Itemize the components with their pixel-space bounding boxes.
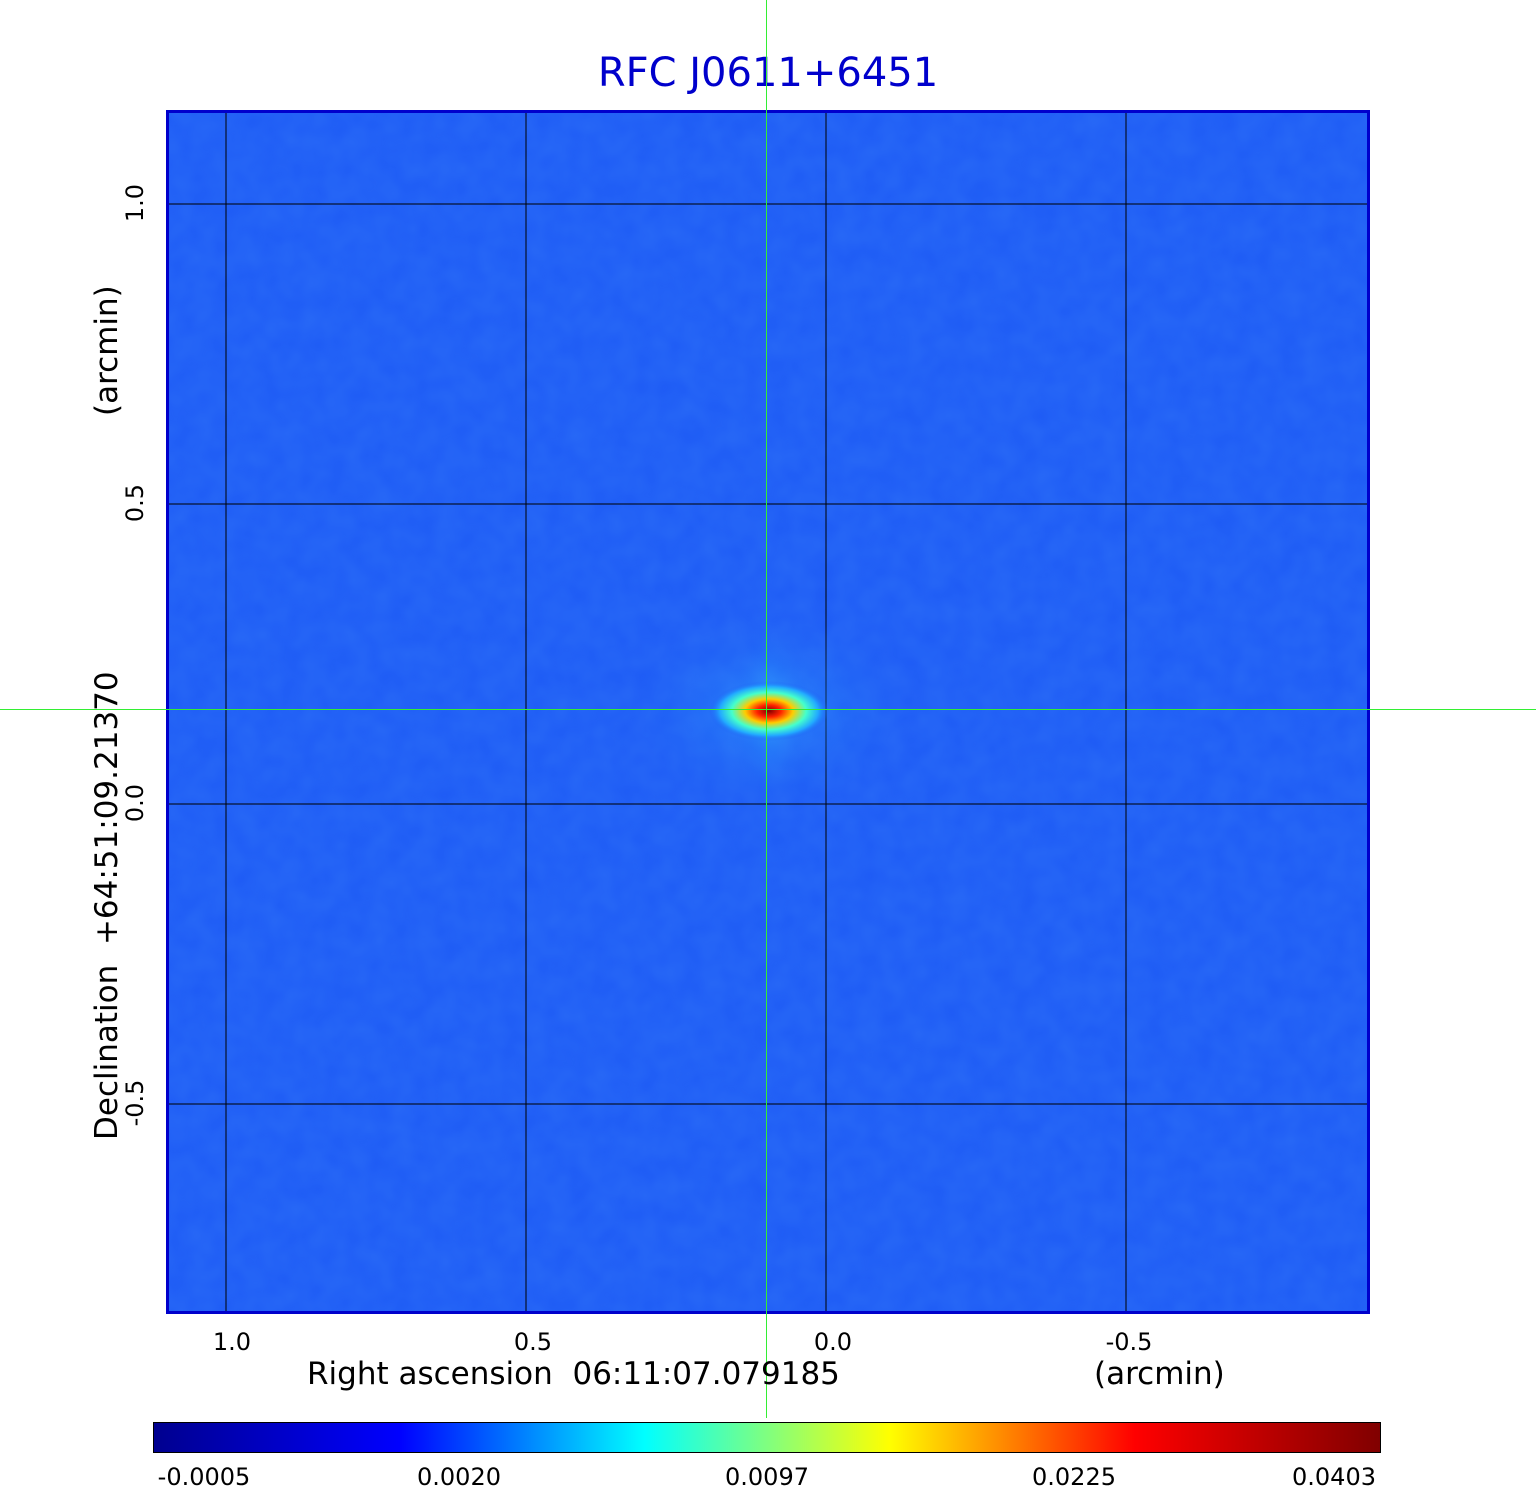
- colorbar: [153, 1422, 1381, 1453]
- y-axis-label: Declination +64:51:09.21370: [89, 671, 125, 1140]
- colorbar-tick-label: 0.0225: [1032, 1463, 1116, 1491]
- y-tick-label: 0.0: [121, 783, 149, 823]
- plot-title: RFC J0611+6451: [597, 50, 939, 96]
- radio-image-map[interactable]: [166, 110, 1370, 1314]
- y-tick-label: 0.5: [121, 483, 149, 523]
- y-axis-unit: (arcmin): [89, 285, 125, 416]
- x-tick-label: 0.0: [813, 1328, 853, 1356]
- y-tick-label: 1.0: [121, 183, 149, 223]
- x-axis-label: Right ascension 06:11:07.079185: [307, 1356, 840, 1392]
- x-axis-unit: (arcmin): [1094, 1356, 1225, 1392]
- x-tick-label: 0.5: [513, 1328, 553, 1356]
- image-canvas: [169, 113, 1367, 1311]
- x-tick-label: -0.5: [1105, 1328, 1153, 1356]
- colorbar-tick-label: 0.0020: [417, 1463, 501, 1491]
- x-tick-label: 1.0: [212, 1328, 252, 1356]
- colorbar-tick-label: 0.0403: [1292, 1463, 1376, 1491]
- crosshair-horizontal: [0, 709, 1536, 710]
- colorbar-tick-label: -0.0005: [157, 1463, 251, 1491]
- radio-source: [709, 681, 829, 741]
- y-tick-label: -0.5: [121, 1079, 149, 1127]
- colorbar-tick-label: 0.0097: [725, 1463, 809, 1491]
